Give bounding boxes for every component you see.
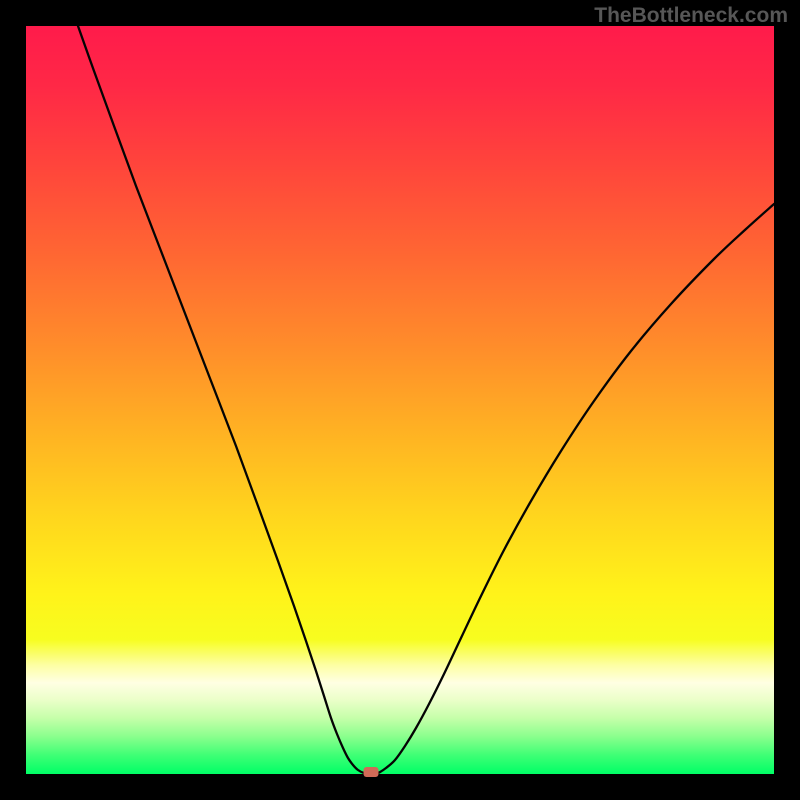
optimum-marker [364, 767, 379, 777]
watermark-text: TheBottleneck.com [594, 4, 788, 28]
plot-area [26, 26, 774, 774]
bottleneck-curve [26, 26, 774, 774]
chart-outer-frame: TheBottleneck.com [0, 0, 800, 800]
